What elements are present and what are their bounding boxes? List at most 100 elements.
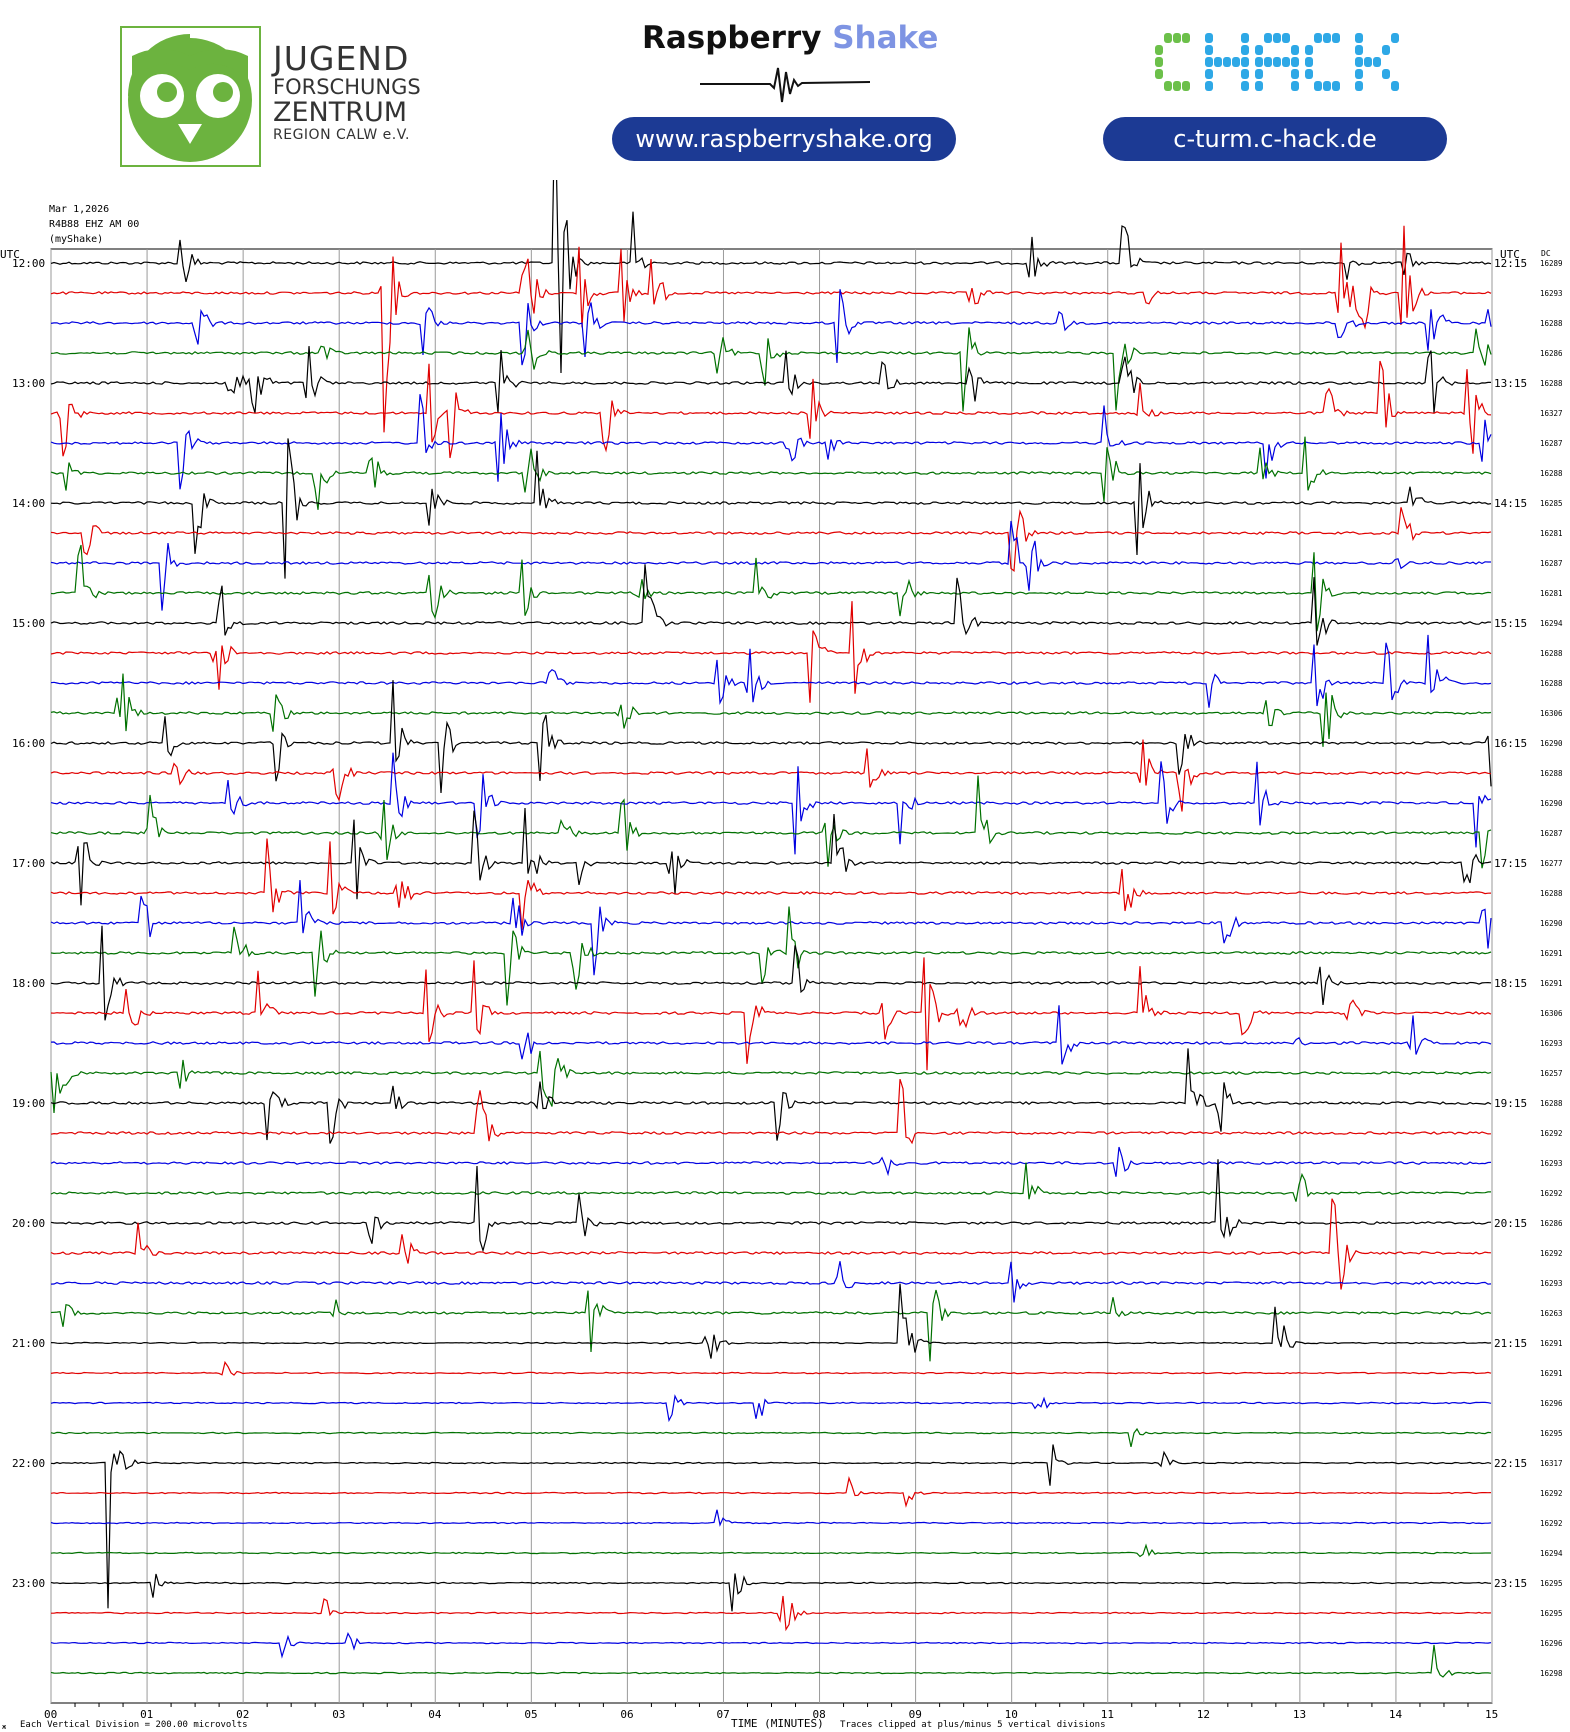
right-utc-label: UTC: [1500, 248, 1520, 261]
trace-line: [50, 1283, 1492, 1359]
trace-line: [50, 1360, 1492, 1376]
chack-dot: [1282, 57, 1290, 67]
chack-dot: [1291, 57, 1299, 67]
raspberry-shake-title: Raspberry Shake: [642, 20, 938, 56]
dc-value: 16288: [1540, 649, 1563, 658]
station-info: Mar 1,2026 R4B88 EHZ AM 00 (myShake): [49, 202, 139, 247]
chack-dot: [1164, 81, 1172, 91]
chack-dot: [1314, 33, 1322, 43]
trace-line: [50, 601, 1492, 703]
date-label: Mar 1,2026: [49, 204, 110, 215]
x-tick-label: 12: [1197, 1708, 1210, 1721]
chack-dot: [1355, 45, 1363, 55]
hour-label-left: 15:00: [12, 617, 45, 630]
dc-value: 16306: [1540, 709, 1563, 718]
chack-dot: [1264, 33, 1272, 43]
dc-value: 16293: [1540, 1039, 1563, 1048]
trace-line: [50, 436, 1492, 510]
chack-dot: [1355, 57, 1363, 67]
trace-line: [50, 1509, 1492, 1527]
trace-line: [50, 1146, 1492, 1177]
x-tick-label: 08: [813, 1708, 826, 1721]
dc-value: 16286: [1540, 1219, 1563, 1228]
chack-dot: [1241, 81, 1249, 91]
chack-dot: [1205, 33, 1213, 43]
chack-dot: [1255, 81, 1263, 91]
jfz-line2: FORSCHUNGS: [273, 75, 421, 99]
trace-line: [50, 1048, 1492, 1144]
chack-dot: [1155, 69, 1163, 79]
jfz-line4: REGION CALW e.V.: [273, 127, 410, 143]
hour-label-right: 16:15: [1494, 737, 1527, 750]
chack-dot: [1223, 57, 1231, 67]
dc-value: 16288: [1540, 379, 1563, 388]
x-tick-label: 15: [1485, 1708, 1498, 1721]
chack-dot: [1364, 57, 1372, 67]
dc-value: 16306: [1540, 1009, 1563, 1018]
chack-dot: [1164, 33, 1172, 43]
chack-dot: [1155, 57, 1163, 67]
trace-line: [50, 1079, 1492, 1145]
hour-label-right: 18:15: [1494, 977, 1527, 990]
chack-dot: [1255, 45, 1263, 55]
chack-dot: [1205, 81, 1213, 91]
x-tick-label: 14: [1389, 1708, 1403, 1721]
raspberryshake-url-button[interactable]: www.raspberryshake.org: [612, 117, 956, 161]
trace-line: [50, 925, 1492, 1021]
hour-label-left: 14:00: [12, 497, 45, 510]
chack-dot: [1332, 33, 1340, 43]
trace-line: [50, 360, 1492, 459]
chack-dot: [1282, 33, 1290, 43]
x-tick-label: 02: [236, 1708, 249, 1721]
dc-value: 16288: [1540, 679, 1563, 688]
dc-value: 16291: [1540, 1369, 1563, 1378]
trace-line: [50, 438, 1492, 579]
dc-value: 16294: [1540, 1549, 1563, 1558]
hour-label-left: 18:00: [12, 977, 45, 990]
dc-value: 16293: [1540, 289, 1563, 298]
dc-value: 16288: [1540, 889, 1563, 898]
trace-line: [50, 544, 1492, 632]
trace-line: [50, 739, 1492, 812]
trace-line: [50, 1261, 1492, 1303]
chack-dot: [1173, 81, 1181, 91]
dc-value: 16292: [1540, 1249, 1563, 1258]
jfz-logo: [120, 26, 261, 167]
dc-value: 16290: [1540, 799, 1563, 808]
plot-frame: [50, 248, 1493, 1704]
chack-dot: [1182, 33, 1190, 43]
trace-line: [50, 838, 1492, 930]
dc-value: 16294: [1540, 619, 1563, 628]
dc-value: 16287: [1540, 559, 1563, 568]
dc-value: 16290: [1540, 919, 1563, 928]
hour-label-left: 16:00: [12, 737, 45, 750]
dc-value: 16281: [1540, 529, 1563, 538]
dc-value: 16287: [1540, 439, 1563, 448]
chack-dot: [1182, 81, 1190, 91]
hour-label-left: 19:00: [12, 1097, 45, 1110]
dc-value: 16289: [1540, 259, 1563, 268]
grid: [50, 248, 1493, 1707]
trace-line: [50, 1394, 1492, 1423]
shake-word: Shake: [832, 20, 939, 56]
chack-dot: [1305, 57, 1313, 67]
chack-dot: [1355, 69, 1363, 79]
trace-line: [50, 634, 1492, 708]
chack-url-button[interactable]: c-turm.c-hack.de: [1103, 117, 1447, 161]
hour-label-left: 21:00: [12, 1337, 45, 1350]
dc-value: 16296: [1540, 1399, 1563, 1408]
raspberry-word: Raspberry: [642, 20, 822, 56]
chack-dot: [1305, 69, 1313, 79]
hour-label-left: 12:00: [12, 257, 45, 270]
chack-dot: [1323, 81, 1331, 91]
labels: 00 01 02 03 04 05 06 07 08 09 10 11 12 13 14 15 12:00 12:…: [12, 257, 1563, 1721]
chack-dot: [1205, 69, 1213, 79]
hour-label-right: 14:15: [1494, 497, 1527, 510]
x-tick-label: 05: [524, 1708, 537, 1721]
trace-line: [50, 507, 1492, 572]
chack-dot: [1273, 57, 1281, 67]
trace-line: [50, 327, 1492, 412]
x-tick-label: 06: [620, 1708, 633, 1721]
trace-line: [50, 520, 1491, 611]
x-tick-label: 03: [332, 1708, 345, 1721]
